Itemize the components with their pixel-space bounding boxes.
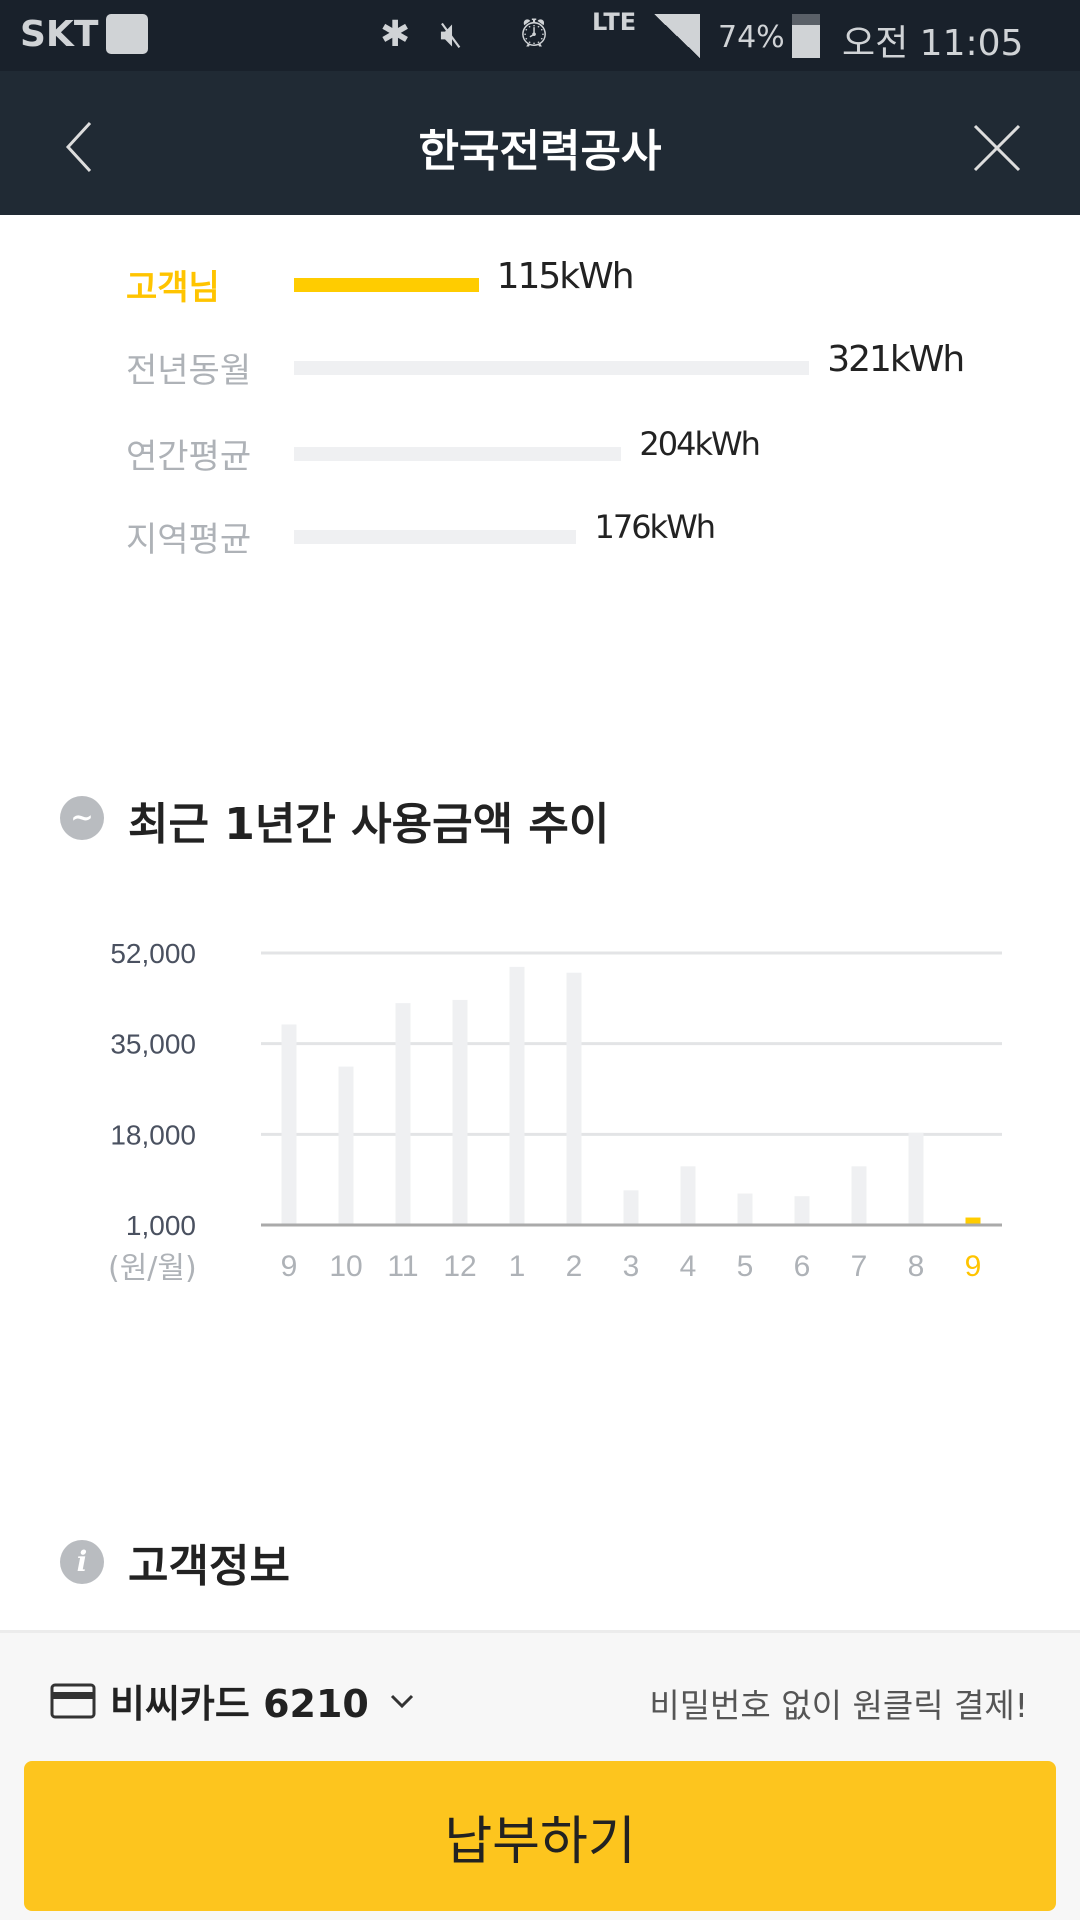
section-title-trend: 최근 1년간 사용금액 추이 — [128, 799, 610, 850]
comparison-row: 지역평균 176kWh — [0, 506, 1080, 566]
comparison-label: 지역평균 — [126, 520, 252, 560]
comparison-row: 연간평균 204kWh — [0, 423, 1080, 483]
x-tick-label: 3 — [623, 1250, 640, 1283]
bar — [338, 1066, 354, 1225]
comparison-label: 고객님 — [126, 268, 220, 308]
carrier: SKT — [20, 14, 99, 55]
y-tick-label: 1,000 — [126, 1210, 196, 1241]
bar — [395, 1003, 411, 1225]
bar — [623, 1190, 639, 1225]
comparison-value: 176kWh — [594, 508, 716, 546]
bar — [737, 1193, 753, 1225]
comparison-value: 115kWh — [496, 256, 635, 297]
bar — [851, 1166, 867, 1225]
x-tick-label: 2 — [566, 1250, 583, 1283]
pay-button[interactable]: 납부하기 — [24, 1761, 1056, 1911]
close-icon[interactable] — [972, 123, 1022, 173]
x-tick-label: 9 — [281, 1250, 298, 1283]
y-tick-label: 35,000 — [110, 1029, 196, 1060]
x-tick-label: 11 — [387, 1250, 418, 1283]
comparison-bar — [294, 278, 479, 292]
x-tick-label: 9 — [965, 1250, 982, 1283]
mute-icon: 🔇︎ — [440, 14, 463, 55]
section-title-info: 고객정보 — [128, 1541, 290, 1592]
info-icon: i — [60, 1540, 104, 1584]
credit-card-icon — [50, 1683, 96, 1718]
x-tick-label: 12 — [443, 1250, 476, 1283]
trend-icon: ~ — [60, 796, 104, 840]
comparison-bar — [294, 361, 810, 375]
comparison-bar — [294, 530, 577, 544]
comparison-row: 고객님 115kWh — [0, 254, 1080, 314]
bar — [566, 972, 582, 1225]
chevron-down-icon — [390, 1694, 413, 1708]
clock: 오전 11:05 — [842, 23, 1024, 64]
comparison-value: 321kWh — [827, 339, 965, 380]
network-type: LTE — [592, 8, 637, 36]
x-tick-label: 8 — [908, 1250, 925, 1283]
x-tick-label: 1 — [509, 1250, 526, 1283]
comparison-label: 연간평균 — [126, 437, 252, 477]
app-bar: 한국전력공사 — [0, 71, 1080, 215]
comparison-value: 204kWh — [639, 425, 761, 463]
comparison-label: 전년동월 — [126, 351, 252, 391]
bar — [452, 999, 468, 1225]
battery-icon — [792, 14, 820, 58]
x-tick-label: 5 — [737, 1250, 754, 1283]
promo-text: 비밀번호 없이 원클릭 결제! — [649, 1686, 1028, 1725]
bar — [680, 1166, 696, 1225]
bar — [965, 1217, 981, 1225]
bar — [908, 1132, 924, 1225]
comparison-bar — [294, 447, 622, 461]
bar — [794, 1196, 810, 1225]
page-title: 한국전력공사 — [418, 126, 662, 177]
x-tick-label: 7 — [851, 1250, 868, 1283]
battery-percent: 74% — [718, 20, 785, 55]
x-tick-label: 10 — [329, 1250, 362, 1283]
comparison-row: 전년동월 321kWh — [0, 337, 1080, 397]
status-bar: SKT ✱ 🔇︎ ⏰︎ LTE 74% 오전 11:05 — [0, 0, 1080, 71]
payment-panel: 비씨카드 6210 비밀번호 없이 원클릭 결제! 납부하기 — [0, 1630, 1080, 1920]
briefcase-check-icon — [106, 14, 148, 54]
bar — [281, 1024, 297, 1225]
bar — [509, 966, 525, 1225]
x-tick-label: 4 — [680, 1250, 697, 1283]
alarm-icon: ⏰︎ — [520, 14, 549, 55]
bluetooth-icon: ✱ — [380, 14, 411, 55]
y-tick-label: 52,000 — [110, 938, 196, 969]
signal-icon — [654, 14, 700, 58]
card-name: 비씨카드 6210 — [110, 1682, 369, 1726]
x-tick-label: 6 — [794, 1250, 811, 1283]
unit-label: (원/월) — [108, 1251, 197, 1286]
chevron-left-icon[interactable] — [60, 119, 100, 175]
card-selector[interactable]: 비씨카드 6210 — [50, 1673, 415, 1728]
y-tick-label: 18,000 — [110, 1119, 196, 1150]
